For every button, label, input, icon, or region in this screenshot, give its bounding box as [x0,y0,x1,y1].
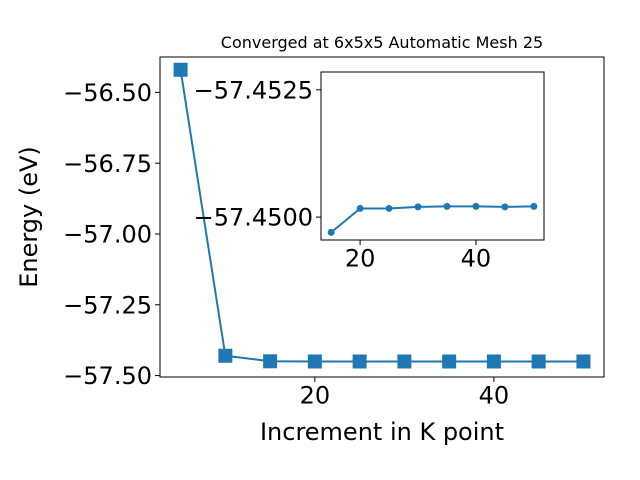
main-data-point [486,354,501,369]
main-series-line [179,69,584,363]
main-data-point [397,354,412,369]
main-ticks-layer: 20 40 −57.50 −57.25 −57.00 −56.75 −56.50 [63,79,509,410]
y-axis-label: Energy (eV) [15,146,43,288]
inset-data-point [327,228,335,236]
main-data-point [263,354,278,369]
inset-x-tick-label: 20 [345,245,376,273]
x-axis-label: Increment in K point [260,418,504,446]
main-y-tick-label: −56.75 [63,150,152,178]
inset-series-line [330,205,534,234]
main-data-point [531,354,546,369]
inset-plot-frame [320,71,545,241]
main-chart: Converged at 6x5x5 Automatic Mesh 25 20 4… [15,33,605,446]
main-x-tick-label: 40 [479,382,510,410]
main-plot-frame [159,56,605,378]
inset-data-point [356,204,364,212]
inset-data-point [443,202,451,210]
inset-data-point [385,204,393,212]
main-data-point [307,354,322,369]
main-data-point [442,354,457,369]
inset-data-point [414,203,422,211]
inset-data-point [530,202,538,210]
inset-x-tick-label: 40 [461,245,492,273]
inset-data-point [472,202,480,210]
inset-series-layer [327,202,538,236]
inset-data-point [501,203,509,211]
main-y-tick-label: −57.00 [63,221,152,249]
inset-chart: 20 40 −57.4500 −57.4525 [194,71,545,273]
main-x-tick-label: 20 [300,382,331,410]
main-data-point [218,348,233,363]
inset-y-tick-label: −57.4500 [194,204,313,232]
main-series-layer [173,62,591,369]
main-data-point [173,62,188,77]
main-data-point [352,354,367,369]
inset-ticks-layer: 20 40 −57.4500 −57.4525 [194,76,492,272]
main-y-tick-label: −57.25 [63,291,152,319]
main-data-point [576,354,591,369]
chart-title: Converged at 6x5x5 Automatic Mesh 25 [221,33,543,52]
main-y-tick-label: −57.50 [63,362,152,390]
inset-background [321,72,544,240]
main-y-tick-label: −56.50 [63,79,152,107]
inset-y-tick-label: −57.4525 [194,76,313,104]
